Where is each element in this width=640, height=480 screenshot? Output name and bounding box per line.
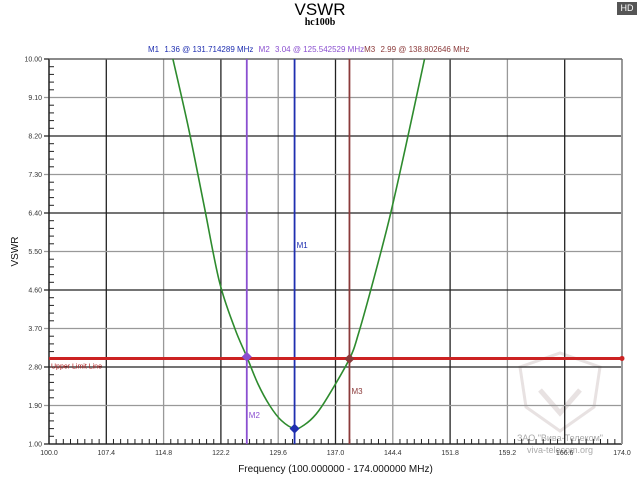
y-tick-label: 10.00 [24, 57, 42, 64]
chart-title: VSWR [294, 0, 346, 19]
watermark-line1: ЗАО "Вива-Телеком" [517, 433, 603, 443]
m2-label: M2 [258, 45, 270, 54]
marker-diamond-m3 [344, 353, 355, 364]
y-tick-label: 9.10 [28, 95, 42, 102]
m3-value: 2.99 @ 138.802646 MHz [380, 45, 470, 54]
m3-label: M3 [364, 45, 376, 54]
x-tick-label: 166.6 [556, 450, 574, 457]
x-tick-label: 107.4 [98, 450, 116, 457]
watermark-shield-icon [518, 351, 602, 433]
marker-label-m2: M2 [249, 411, 261, 420]
y-tick-label: 8.20 [28, 134, 42, 141]
upper-limit-end-dot [619, 355, 625, 361]
marker-label-m1: M1 [297, 241, 309, 250]
x-tick-label: 159.2 [499, 450, 517, 457]
upper-limit-label: Upper Limit Line [51, 363, 102, 370]
x-tick-label: 114.8 [155, 450, 172, 457]
m2-value: 3.04 @ 125.542529 MHz [275, 45, 365, 54]
marker-label-m3: M3 [351, 387, 363, 396]
y-tick-label: 7.30 [28, 172, 42, 179]
x-tick-label: 151.8 [441, 450, 459, 457]
marker-diamond-m1 [289, 423, 300, 434]
y-tick-label: 4.60 [28, 288, 42, 295]
y-axis-label: VSWR [10, 237, 21, 267]
m1-label: M1 [148, 45, 160, 54]
y-tick-label: 2.80 [28, 365, 42, 372]
y-tick-label: 3.70 [28, 326, 42, 333]
x-tick-label: 100.0 [40, 450, 58, 457]
x-tick-label: 129.6 [269, 450, 287, 457]
hd-badge[interactable]: HD [617, 2, 637, 15]
watermark-line2: viva-telecom.org [527, 445, 593, 455]
y-tick-label: 6.40 [28, 211, 42, 218]
y-tick-label: 1.90 [28, 403, 42, 410]
m1-value: 1.36 @ 131.714289 MHz [164, 45, 254, 54]
y-tick-label: 1.00 [28, 442, 42, 449]
x-axis-label: Frequency (100.000000 - 174.000000 MHz) [238, 464, 433, 475]
marker-readout: M1 1.36 @ 131.714289 MHz M2 3.04 @ 125.5… [148, 45, 473, 54]
x-tick-label: 144.4 [384, 450, 402, 457]
x-tick-label: 122.2 [212, 450, 230, 457]
chart-subtitle: hc100b [304, 17, 336, 28]
x-tick-label: 174.0 [613, 450, 631, 457]
watermark-check-icon [538, 388, 582, 417]
y-tick-label: 5.50 [28, 249, 42, 256]
marker-diamond-m2 [241, 351, 252, 362]
x-tick-label: 137.0 [327, 450, 345, 457]
